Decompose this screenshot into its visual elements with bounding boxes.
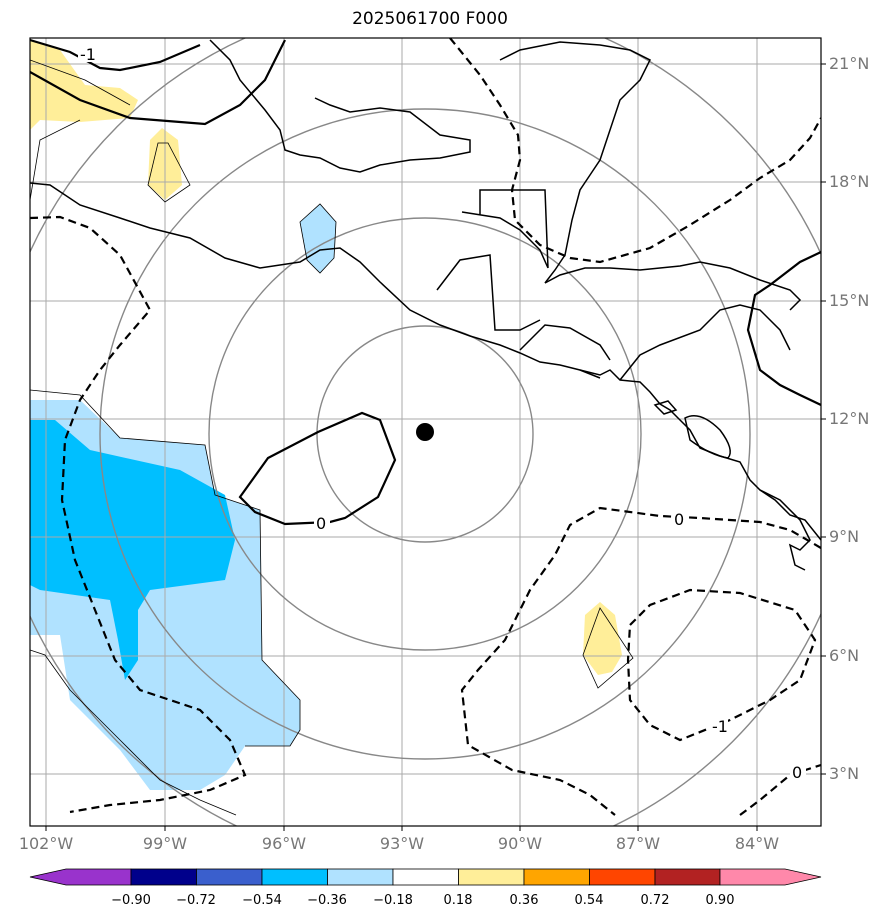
contour-label: 0 [792, 763, 802, 782]
colorbar-tick-label: −0.36 [307, 893, 347, 908]
graticule [30, 38, 821, 826]
contours [30, 38, 821, 526]
contour-zero-closed [238, 411, 397, 526]
colorbar-tick-label: 0.36 [509, 893, 539, 908]
contour-north [30, 39, 286, 126]
lat-label: 9°N [829, 527, 860, 546]
colorbar-segment [392, 868, 459, 886]
contour-label: 0 [674, 510, 684, 529]
dashed-contours [30, 38, 821, 816]
colorbar-tick-label: −0.72 [176, 893, 216, 908]
colorbar-segment [196, 868, 263, 886]
colorbar-tick-label: −0.54 [242, 893, 282, 908]
contour-north-left [30, 38, 201, 72]
colorbar-segment [130, 868, 197, 886]
range-rings [30, 38, 821, 826]
contour-label: -1 [712, 717, 728, 736]
lat-label: 6°N [829, 646, 860, 665]
lon-label: 84°W [734, 834, 780, 853]
lat-label: 12°N [829, 409, 870, 428]
colorbar-tick-label: 0.54 [574, 893, 604, 908]
coastlines [30, 39, 821, 571]
colorbar-tick-label: −0.90 [111, 893, 151, 908]
lat-label: 3°N [829, 764, 860, 783]
colorbar-tick-label: 0.18 [443, 893, 473, 908]
lon-label: 102°W [18, 834, 74, 853]
lat-label: 18°N [829, 172, 870, 191]
colorbar-segment [654, 868, 721, 886]
contour-label: -1 [80, 45, 96, 64]
colorbar-segment [29, 868, 132, 886]
positive-region-nw [30, 40, 138, 130]
lon-label: 96°W [261, 834, 307, 853]
lon-label: 87°W [615, 834, 661, 853]
storm-center-marker [416, 423, 434, 441]
lat-label: 21°N [829, 54, 870, 73]
negative-strong-region [30, 420, 235, 680]
colorbar-segment [589, 868, 656, 886]
colorbar-segment [458, 868, 525, 886]
colorbar-tick-label: −0.18 [373, 893, 413, 908]
map-title: 2025061700 F000 [352, 9, 508, 29]
lon-label: 90°W [497, 834, 543, 853]
colorbar-segment [261, 868, 328, 886]
lon-label: 93°W [379, 834, 425, 853]
colorbar-segment [327, 868, 394, 886]
colorbar-tick-label: 0.72 [640, 893, 670, 908]
contour-label: 0 [316, 514, 326, 533]
lon-label: 99°W [142, 834, 188, 853]
negative-light-small [300, 204, 336, 273]
positive-region-se [583, 602, 622, 675]
colorbar-tick-label: 0.90 [705, 893, 735, 908]
colorbar [29, 868, 822, 886]
colorbar-segment [523, 868, 590, 886]
lat-label: 15°N [829, 291, 870, 310]
contour-east [746, 251, 821, 406]
map-frame [29, 37, 822, 827]
colorbar-segment [719, 868, 822, 886]
